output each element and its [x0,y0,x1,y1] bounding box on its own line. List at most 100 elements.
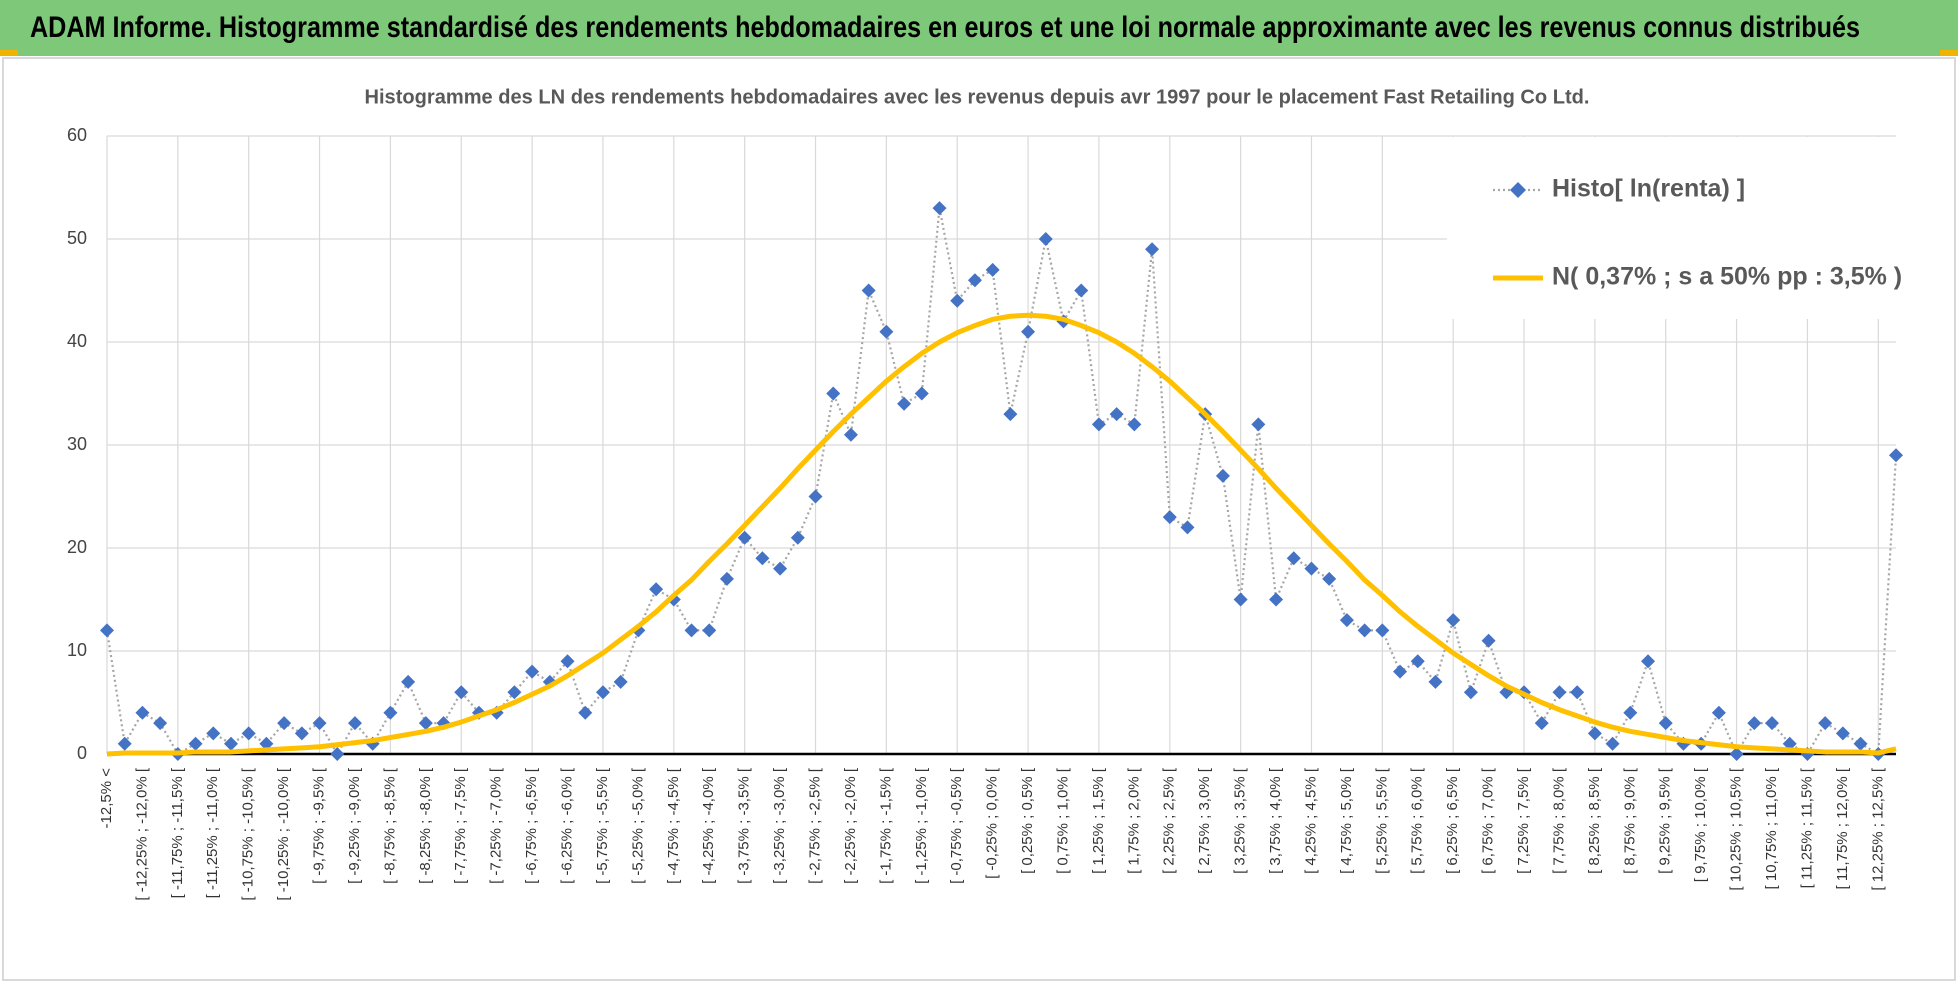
data-point [1375,623,1390,638]
data-point [737,530,752,545]
data-point [1339,613,1354,628]
data-point [1109,407,1124,422]
x-tick-label: [ -3,25% ; -3,0% [ [771,767,788,884]
x-tick-label: [ 12,25% ; 12,5% [ [1869,767,1886,890]
data-point [100,623,114,638]
x-tick-label: [ -10,75% ; -10,5% [ [240,767,257,900]
x-tick-label: [ -8,75% ; -8,5% [ [381,767,398,884]
x-tick-label: [ 1,75% ; 2,0% [ [1125,767,1142,874]
x-tick-label: [ -10,25% ; -10,0% [ [275,767,292,900]
x-tick-label: [ -11,75% ; -11,5% [ [169,767,186,898]
data-point [826,386,841,401]
data-point [790,530,805,545]
x-tick-label: [ 4,75% ; 5,0% [ [1338,767,1355,874]
data-point [1304,561,1319,576]
x-tick-label: [ 11,75% ; 12,0% [ [1834,767,1851,889]
x-tick-label: [ 8,75% ; 9,0% [ [1621,767,1638,874]
x-tick-label: [ -0,75% ; -0,5% [ [948,767,965,884]
data-point [1286,551,1301,566]
data-point [241,726,256,741]
y-tick-label: 60 [67,125,87,145]
x-tick-label: [ -12,25% ; -12,0% [ [133,767,150,900]
data-point [649,582,664,597]
data-point [985,262,1000,277]
data-point [773,561,788,576]
page-title: ADAM Informe. Histogramme standardisé de… [30,11,1860,44]
x-tick-label: [ -0,25% ; 0,0% [ [984,767,1001,879]
chart-title: Histogramme des LN des rendements hebdom… [365,86,1590,108]
data-point [1623,705,1638,720]
x-tick-label: [ 6,25% ; 6,5% [ [1444,767,1461,874]
x-tick-label: [ 5,75% ; 6,0% [ [1409,767,1426,874]
y-tick-label: 50 [67,228,87,248]
x-tick-label: [ 2,25% ; 2,5% [ [1161,767,1178,874]
data-point [1091,417,1106,432]
data-point [808,489,823,504]
x-tick-label: [ -1,25% ; -1,0% [ [913,767,930,884]
data-point [1215,468,1230,483]
data-point [525,664,540,679]
title-bar [0,0,1958,56]
x-tick-label: [ 2,75% ; 3,0% [ [1196,767,1213,874]
data-point [1641,654,1656,669]
data-point [1711,705,1726,720]
data-point [1038,232,1053,246]
x-tick-label: [ 4,25% ; 4,5% [ [1302,767,1319,874]
data-point [401,674,416,689]
data-point [1835,726,1850,741]
data-point [1269,592,1284,607]
axis-labels: 0 10 20 30 40 50 60 -12,5% < [ -12,25% ; -12,0% … [67,125,1886,901]
data-point [294,726,309,741]
x-tick-label: [ -4,25% ; -4,0% [ [700,767,717,884]
chart-frame [2,57,1956,981]
data-point [1180,520,1195,535]
data-point [1074,283,1089,298]
x-tick-label: [ -9,75% ; -9,5% [ [311,767,328,884]
legend-marker [1510,182,1526,198]
data-point [206,726,221,741]
data-point [383,705,398,720]
data-point [1765,716,1780,731]
data-point [153,716,168,731]
series-line [106,312,1897,757]
data-point [897,396,912,411]
data-point [595,685,610,700]
y-tick-label: 10 [67,640,87,660]
data-point [277,716,292,731]
data-point [347,716,362,731]
data-point [1357,623,1372,638]
data-point [1534,716,1549,731]
x-tick-label: [ 3,75% ; 4,0% [ [1267,767,1284,874]
data-point [1127,417,1142,432]
data-point [755,551,770,566]
legend-box [1447,137,1899,319]
x-tick-label: [ -5,25% ; -5,0% [ [629,767,646,884]
legend-label: N( 0,37% ; s a 50% pp : 3,5% ) [1552,263,1902,291]
y-tick-label: 30 [67,434,87,454]
data-point [312,716,327,731]
data-point [560,654,575,669]
x-tick-label: [ 9,25% ; 9,5% [ [1657,767,1674,874]
data-point [454,685,469,700]
data-point [1552,685,1567,700]
corner-mark [0,50,18,56]
x-tick-label: [ -1,75% ; -1,5% [ [877,767,894,884]
x-tick-label: [ -7,75% ; -7,5% [ [452,767,469,884]
x-tick-label: [ 10,25% ; 10,5% [ [1728,767,1745,890]
data-point [1003,407,1018,422]
data-point [1162,510,1177,525]
data-point [1889,448,1903,463]
data-point [1233,592,1248,607]
x-tick-label: [ 9,75% ; 10,0% [ [1692,767,1709,882]
data-point [578,705,593,720]
legend-label: Histo[ ln(renta) ] [1552,175,1745,203]
x-tick-label: [ -4,75% ; -4,5% [ [665,767,682,884]
y-tick-label: 40 [67,331,87,351]
data-point [967,273,982,288]
data-point [1021,324,1036,339]
x-tick-label: [ -6,75% ; -6,5% [ [523,767,540,884]
x-tick-label: [ -6,25% ; -6,0% [ [559,767,576,884]
data-point [330,747,345,761]
data-point [1145,242,1160,257]
